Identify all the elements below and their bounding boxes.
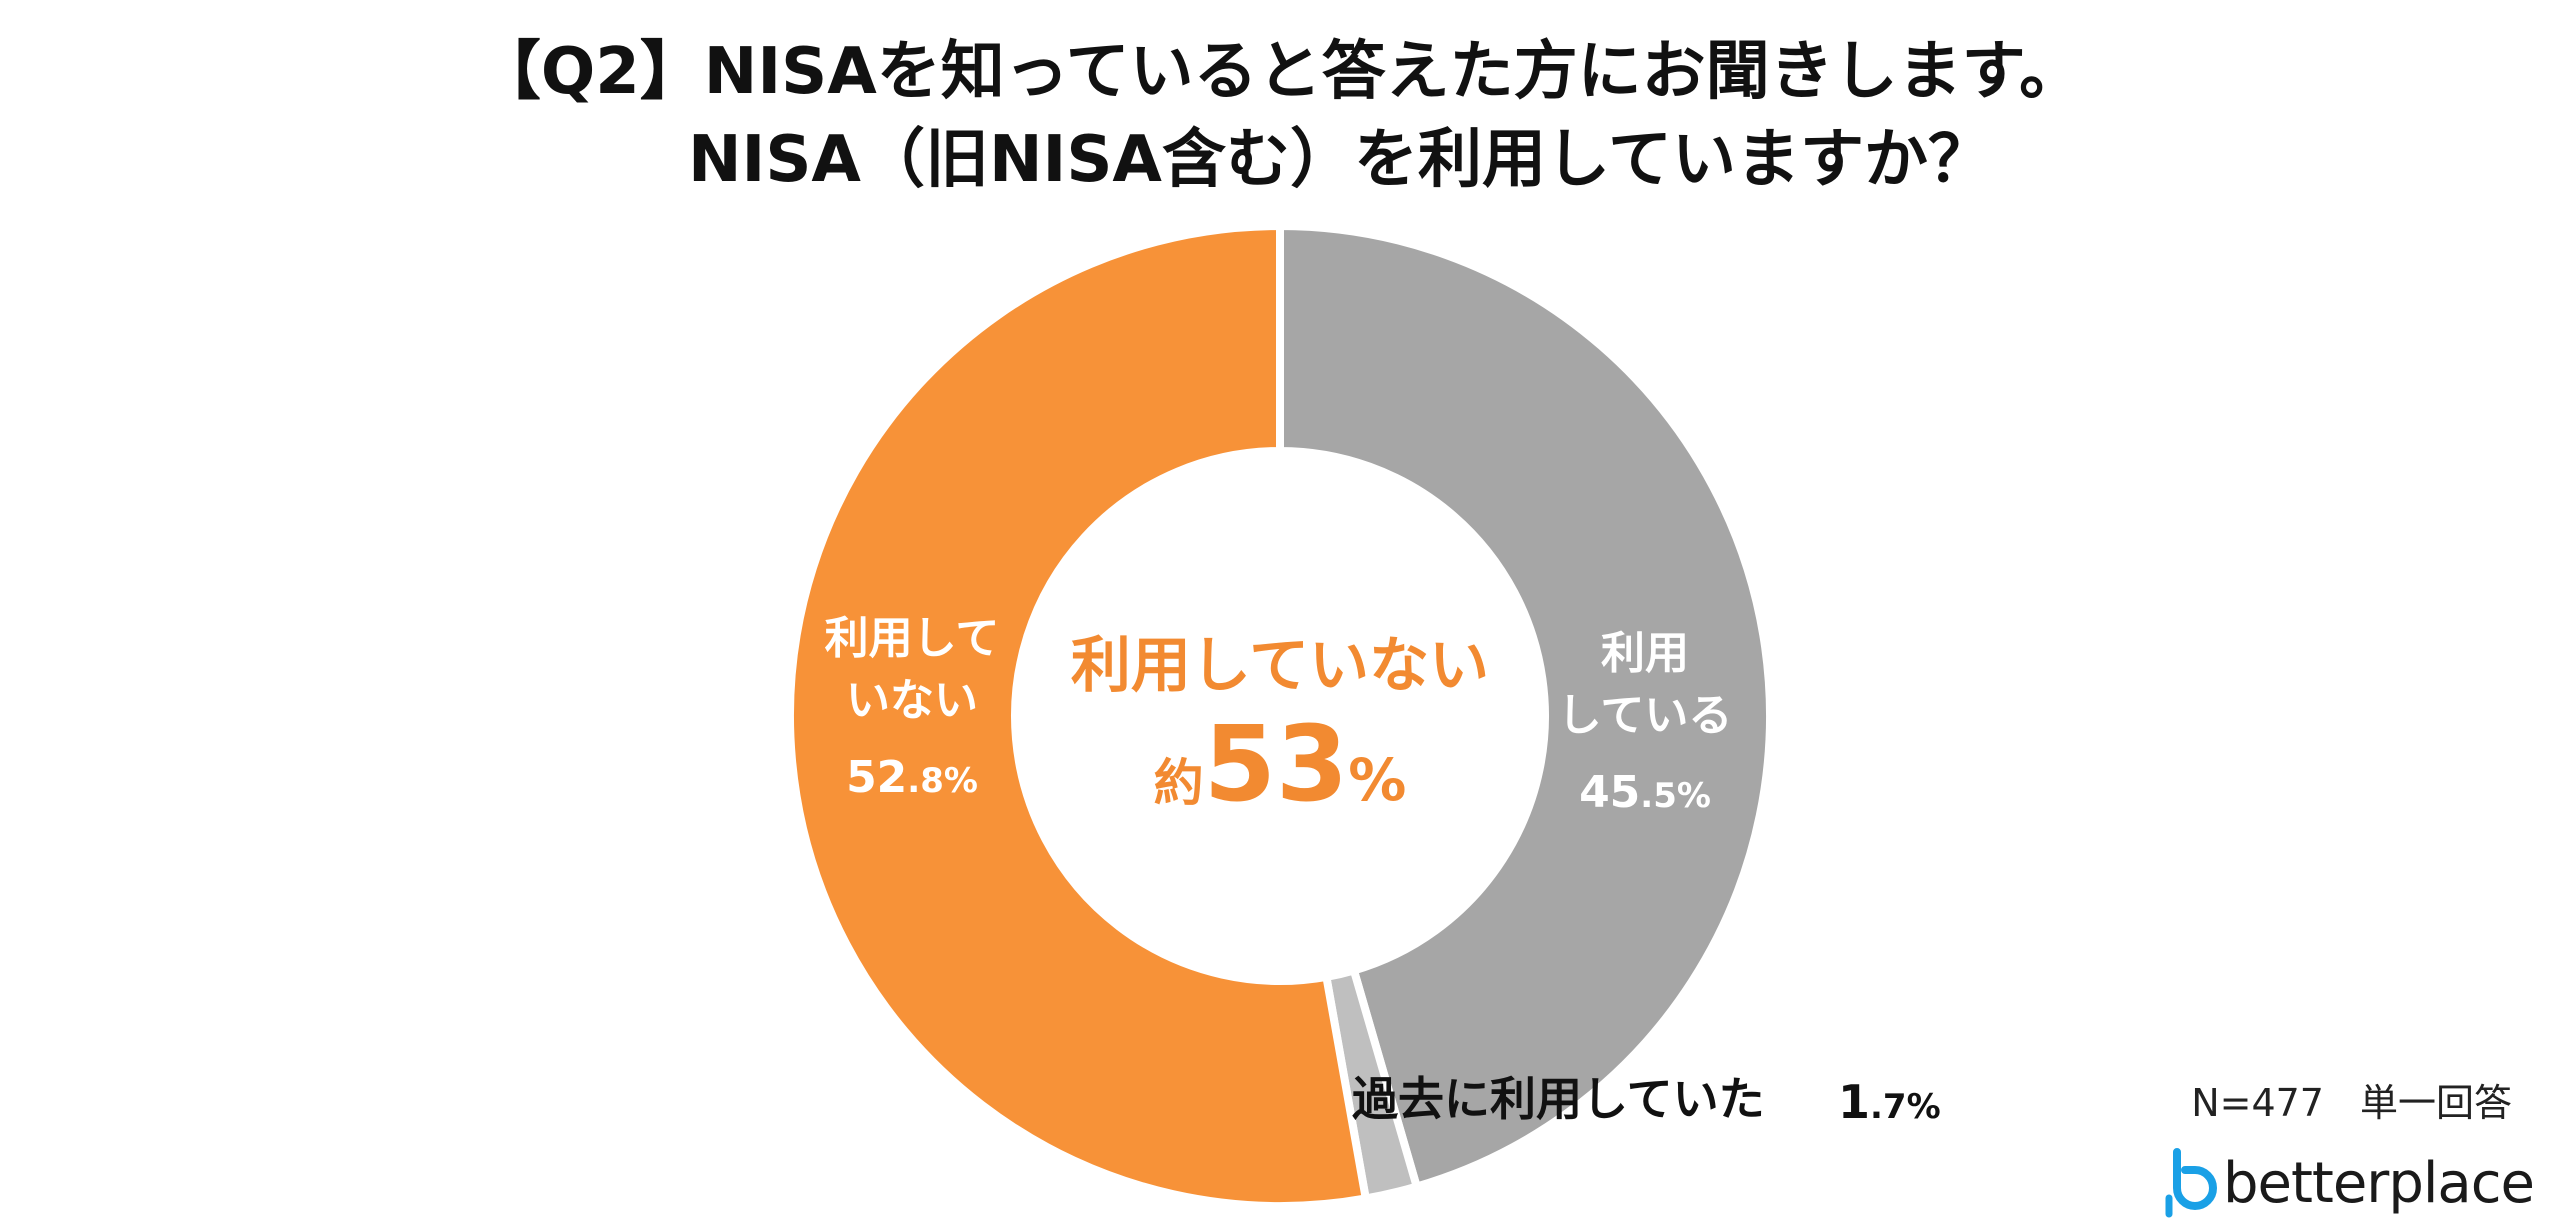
donut-slice-0 [1276, 221, 1774, 1192]
answer-type: 単一回答 [2359, 1081, 2512, 1125]
slice-label-not-using-line-0: 利用して [825, 613, 1000, 664]
sample-info: N=477 単一回答 [2191, 1072, 2512, 1127]
brand-logo: betterplace [2163, 1148, 2535, 1218]
chart-title-line-2: NISA（旧NISA含む）を利用していますか？ [687, 123, 1993, 197]
donut-slice-2 [786, 221, 1371, 1210]
slice-label-using-line-1: している [1558, 690, 1733, 741]
slice-label-using-value: 45.5% [1579, 767, 1711, 818]
slice-label-not-using-line-1: いない [846, 675, 978, 726]
slice-label-not-using-value: 52.8% [846, 752, 978, 803]
brand-logo-text: betterplace [2222, 1150, 2535, 1216]
slice-label-using-line-0: 利用 [1601, 628, 1689, 679]
slice-label-used-before-name: 過去に利用していた [1352, 1072, 1765, 1126]
center-callout-label: 利用していない [1071, 631, 1489, 701]
betterplace-logo-icon [2165, 1148, 2217, 1218]
sample-size: N=477 [2191, 1081, 2324, 1125]
slice-label-used-before: 過去に利用していた 1.7% [1352, 1072, 1941, 1129]
chart-title-line-1: 【Q2】NISAを知っていると答えた方にお聞きします。 [476, 35, 2084, 109]
slice-label-used-before-value: 1.7% [1838, 1075, 1941, 1129]
slice-label-not-using: 利用していない 52.8% [825, 613, 1000, 803]
center-callout-value: 約53% [1154, 703, 1407, 825]
chart-title: 【Q2】NISAを知っていると答えた方にお聞きします。 NISA（旧NISA含む… [0, 28, 2560, 204]
